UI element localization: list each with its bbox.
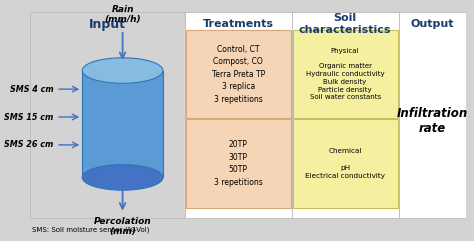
Text: Control, CT
Compost, CO
Terra Preta TP
3 replica
3 repetitions: Control, CT Compost, CO Terra Preta TP 3… [211,45,265,104]
Text: Output: Output [410,19,454,29]
Text: Rain
(mm/h): Rain (mm/h) [104,5,141,24]
FancyBboxPatch shape [186,119,291,208]
Text: 20TP
30TP
50TP
3 repetitions: 20TP 30TP 50TP 3 repetitions [214,140,263,187]
FancyBboxPatch shape [292,30,398,118]
Text: Treatments: Treatments [203,19,273,29]
Text: Chemical

pH
Electrical conductivity: Chemical pH Electrical conductivity [305,148,385,179]
FancyBboxPatch shape [186,30,291,118]
FancyBboxPatch shape [292,119,398,208]
Ellipse shape [82,165,163,190]
Text: SMS 4 cm: SMS 4 cm [10,85,54,94]
Text: Physical

Organic matter
Hydraulic conductivity
Bulk density
Particle density
So: Physical Organic matter Hydraulic conduc… [306,48,384,100]
Text: Input: Input [89,18,126,31]
Text: Infiltration
rate: Infiltration rate [397,107,468,134]
Bar [185,13,292,218]
Text: Percolation
(mm): Percolation (mm) [94,217,151,236]
Text: Soil
characteristics: Soil characteristics [299,13,392,35]
Text: SMS 15 cm: SMS 15 cm [4,113,54,121]
Bar [399,13,466,218]
Text: SMS 26 cm: SMS 26 cm [4,141,54,149]
Bar [30,13,185,218]
Bar [82,71,163,177]
Text: SMS: Soil moisture sensor (%-Vol): SMS: Soil moisture sensor (%-Vol) [32,227,149,233]
Ellipse shape [82,58,163,83]
Bar [292,13,399,218]
